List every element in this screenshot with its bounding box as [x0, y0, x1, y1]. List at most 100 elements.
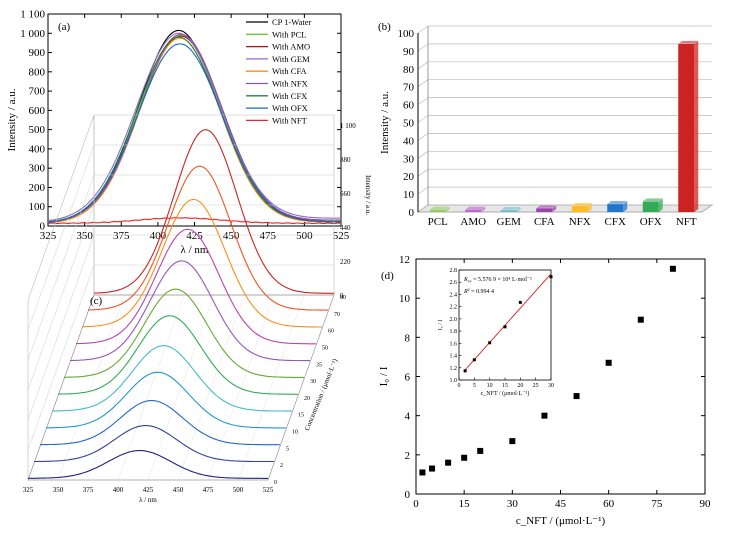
conc-tick-label: 0: [274, 480, 277, 486]
bar-side: [658, 198, 663, 212]
panel-label: (c): [90, 295, 103, 307]
data-point: [541, 412, 548, 419]
x-axis-label: c_NFT / (μmol·L⁻¹): [481, 390, 530, 397]
bar-top: [571, 202, 593, 206]
x-tick-label: 75: [651, 498, 663, 510]
series-line: [47, 43, 341, 223]
panel-b: 0 10 20 30 40 50 60 70 80 90 100 Intensity / a.u. (b…: [378, 21, 714, 228]
z-tick-label: 1 100: [340, 122, 356, 130]
x-axis-label: λ / nm: [181, 244, 209, 256]
y-tick-label: 2.4: [450, 292, 458, 298]
bar-side: [623, 200, 628, 212]
series-line: [34, 425, 274, 463]
legend-entry: With OFX: [272, 103, 308, 113]
conc-tick-label: 30: [310, 379, 316, 385]
legend-entry: With CFX: [272, 91, 307, 101]
series-line: [69, 260, 310, 362]
grid-diag: [417, 168, 429, 177]
y-tick-label: 1.6: [450, 341, 458, 347]
x-tick-label: 475: [260, 230, 277, 242]
panel-label: (a): [58, 21, 71, 33]
x-tick-label: 5: [473, 383, 476, 389]
grid-diag: [417, 25, 429, 34]
y-tick-label: 10: [403, 189, 415, 201]
grid-line: [27, 264, 95, 451]
inset-data-point: [472, 358, 476, 362]
grid-line: [237, 294, 305, 481]
x-tick-label: 325: [40, 230, 57, 242]
inset: 0 5 10 15 20 25 30 1.0 1.2 1.4 1.6 1.8 2.0 2.2 2.4 2.6 2…: [438, 268, 554, 397]
y-tick-label: 1 100: [20, 9, 45, 21]
y-tick-label: 90: [403, 46, 415, 58]
grid-diag: [417, 133, 429, 141]
series-line: [39, 400, 280, 446]
x-tick-label: 400: [113, 486, 124, 494]
x-tick-label: 375: [83, 486, 94, 494]
y-tick-label: 50: [403, 118, 415, 130]
x-tick-label: NFT: [676, 216, 697, 228]
panel-label: (b): [378, 21, 391, 33]
x-tick-label: 450: [173, 486, 184, 494]
y-tick-label: 300: [29, 163, 46, 175]
x-axis-label: λ / nm: [139, 496, 157, 504]
grid-line: [207, 294, 275, 481]
series-line: [47, 33, 341, 223]
legend-entry: With AMO: [272, 42, 310, 52]
grid-line: [87, 294, 155, 481]
bar-side: [481, 206, 486, 212]
y-tick-label: 2.2: [450, 305, 458, 311]
x-tick-label: 475: [203, 486, 214, 494]
x-tick-label: OFX: [640, 216, 662, 228]
y-tick-label: 800: [29, 66, 46, 78]
grid-line: [27, 204, 95, 391]
z-tick-label: 440: [340, 224, 351, 232]
grid-diag: [417, 186, 429, 195]
z-tick-label: 660: [340, 190, 351, 198]
x-tick-label: 500: [233, 486, 244, 494]
y-tick-label: 0: [409, 207, 415, 219]
conc-tick-label: 10: [292, 430, 298, 436]
conc-tick-label: 60: [328, 329, 334, 335]
x-tick-label: 525: [333, 230, 350, 242]
data-point: [477, 447, 484, 454]
x-tick-label: 325: [23, 486, 34, 494]
grid-line: [147, 294, 215, 481]
conc-tick-label: 50: [322, 345, 328, 351]
x-tick-label: 525: [263, 486, 274, 494]
conc-tick-label: 2: [280, 463, 283, 469]
panel-label: (d): [381, 270, 394, 282]
bar-side: [516, 206, 521, 212]
x-tick-label: 375: [113, 230, 130, 242]
x-axis-label: c_NFT / (μmol·L⁻¹): [516, 515, 606, 527]
x-tick-label: 10: [487, 383, 493, 389]
x-tick-label: 30: [507, 498, 519, 510]
grid-line: [27, 234, 95, 421]
bar: [500, 209, 517, 212]
conc-tick-label: 35: [316, 362, 322, 368]
x-tick-label: 20: [517, 383, 523, 389]
grid-diag: [417, 97, 429, 105]
series-line: [93, 129, 334, 294]
y-axis-label: Intensity / a.u.: [379, 91, 391, 154]
grid-diag: [417, 79, 429, 87]
x-tick-label: 425: [186, 230, 203, 242]
series-line: [47, 35, 342, 223]
y-axis-label: I₀ / I: [378, 366, 390, 386]
floor: [27, 294, 335, 481]
x-tick-label: 45: [555, 498, 567, 510]
x-tick-label: 350: [76, 230, 93, 242]
bar-top: [500, 206, 522, 211]
grid-line: [177, 294, 245, 481]
y-tick-label: 500: [29, 124, 46, 136]
y-tick-label: 0: [40, 221, 46, 233]
y-tick-label: 6: [405, 372, 411, 384]
bar: [429, 209, 446, 212]
conc-tick-label: 80: [340, 295, 346, 301]
y-tick-label: 1.4: [450, 354, 458, 360]
grid-line: [27, 174, 95, 361]
series-line: [81, 198, 322, 328]
x-tick-label: NFX: [569, 216, 591, 228]
data-point: [461, 454, 468, 461]
series-line: [46, 371, 286, 429]
y-tick-label: 80: [403, 64, 415, 76]
